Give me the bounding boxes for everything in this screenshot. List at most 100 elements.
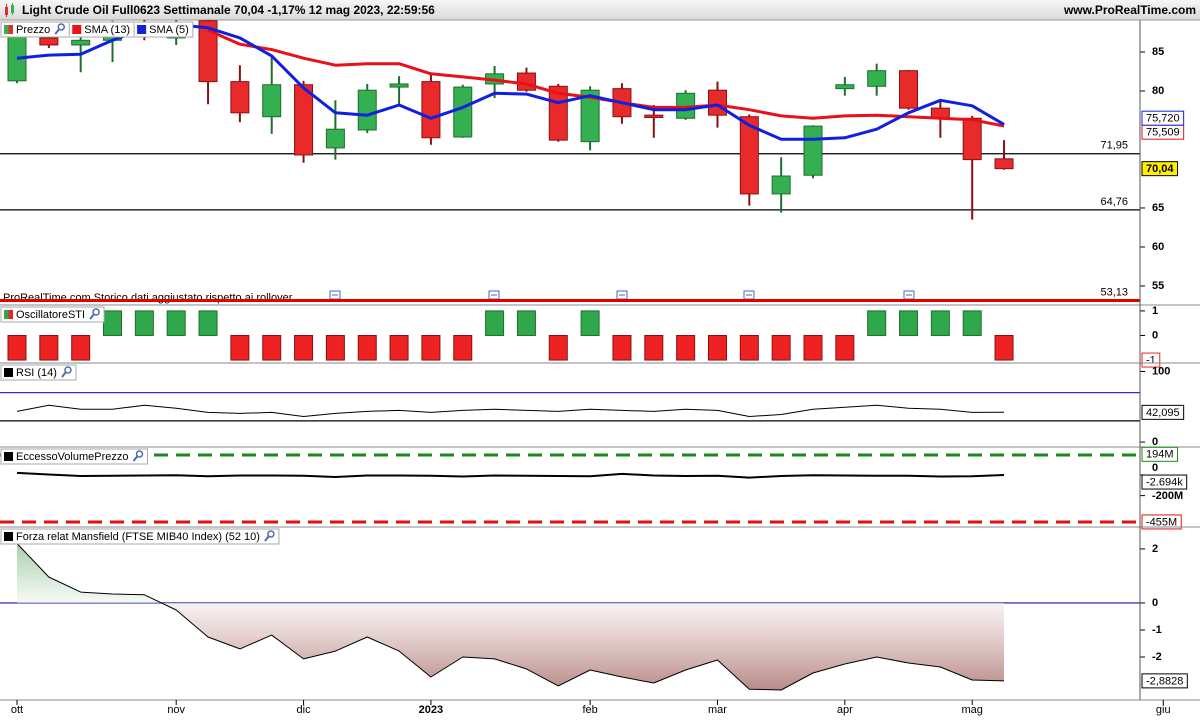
chart-title: Light Crude Oil Full0623 Settimanale 70,… — [22, 3, 435, 17]
plot-area — [0, 20, 1140, 303]
bar — [994, 334, 1014, 361]
bar — [930, 310, 950, 336]
bar — [771, 334, 791, 361]
bar — [707, 334, 727, 361]
bar — [294, 334, 314, 361]
bar — [644, 334, 664, 361]
value-tag — [1141, 446, 1179, 462]
candle-body — [294, 84, 314, 156]
bar — [485, 310, 505, 336]
value-tag-label: -1 — [1146, 354, 1156, 366]
x-tick-label: giu — [1156, 704, 1171, 716]
bar — [516, 310, 536, 336]
legend: EccessoVolumePrezzo — [0, 448, 148, 465]
legend-box — [0, 528, 280, 545]
legend-label: EccessoVolumePrezzo — [16, 451, 129, 463]
legend-icon — [137, 25, 147, 34]
source: www.ProRealTime.com — [1063, 3, 1196, 17]
bar — [835, 334, 855, 361]
bar — [739, 334, 759, 361]
bar — [453, 334, 473, 361]
legend-label: RSI (14) — [16, 367, 57, 379]
y-tick-label: 0 — [1152, 329, 1158, 341]
y-tick-label: 60 — [1152, 241, 1164, 253]
settings-icon — [132, 455, 139, 462]
candle-body — [230, 81, 250, 114]
legend-icon — [4, 368, 13, 377]
candle-body — [548, 85, 568, 141]
legend-icon — [4, 25, 9, 34]
x-tick-label: ott — [11, 704, 23, 716]
candle-body — [803, 125, 823, 176]
note: ProRealTime.com Storico dati aggiustato … — [3, 292, 293, 304]
value-tag-label: 70,04 — [1146, 163, 1174, 175]
candle-body — [771, 175, 791, 195]
candle-body — [516, 72, 536, 91]
legend-box — [0, 364, 77, 381]
y-tick-label: 100 — [1152, 365, 1170, 377]
x-tick-label: apr — [837, 704, 853, 716]
bar — [230, 334, 250, 361]
settings-icon — [89, 313, 95, 320]
x-tick-label: dic — [297, 704, 312, 716]
candle-body — [357, 89, 377, 131]
x-tick-label: mag — [961, 704, 982, 716]
settings-icon — [54, 28, 61, 35]
bar — [612, 334, 632, 361]
y-tick-label: 0 — [1152, 597, 1158, 609]
value-tag — [1141, 404, 1185, 420]
candle-body — [962, 117, 982, 161]
plot-area — [0, 543, 1140, 691]
candle-body — [39, 37, 59, 46]
value-tag-label: 194M — [1146, 449, 1174, 461]
legend-label: OscillatoreSTI — [16, 309, 85, 321]
candle-body — [739, 116, 759, 195]
legend-label: SMA (13) — [84, 24, 130, 36]
title-bar — [0, 0, 1200, 20]
y-tick-label: 85 — [1152, 46, 1164, 58]
candle-body — [899, 70, 919, 109]
bar — [103, 310, 123, 336]
value-tag — [1141, 673, 1188, 689]
bar — [262, 334, 282, 361]
legend-box — [0, 306, 105, 323]
x-tick-label: nov — [167, 704, 185, 716]
app-icon — [5, 3, 14, 17]
candle-body — [198, 20, 218, 83]
y-tick-label: -2 — [1152, 651, 1162, 663]
candle-body — [580, 89, 600, 143]
legend-label: Forza relat Mansfield (FTSE MIB40 Index)… — [16, 531, 260, 543]
y-tick-label: 80 — [1152, 85, 1164, 97]
candle-body — [389, 83, 409, 88]
bar — [357, 334, 377, 361]
y-tick-label: -1 — [1152, 624, 1162, 636]
bar — [7, 334, 27, 361]
legend-icon — [8, 25, 13, 34]
value-tag — [1141, 474, 1188, 490]
y-tick-label: 2 — [1152, 543, 1158, 555]
candle-body — [867, 70, 887, 87]
level-label: 64,76 — [1100, 196, 1128, 208]
value-tag-label: -2.694k — [1146, 476, 1183, 488]
y-tick-label: 55 — [1152, 280, 1164, 292]
settings-icon — [61, 371, 67, 378]
legend-icon — [4, 452, 13, 461]
bar — [325, 334, 345, 361]
level-label: 53,13 — [1100, 286, 1128, 298]
value-tag — [1141, 352, 1161, 368]
legend: OscillatoreSTI — [0, 306, 105, 323]
candle-body — [325, 128, 345, 149]
bar — [421, 334, 441, 361]
value-tag-label: 42,095 — [1146, 407, 1180, 419]
settings-icon — [135, 450, 144, 458]
candle-body — [644, 114, 664, 118]
candle-body — [835, 84, 855, 90]
settings-icon — [92, 308, 100, 316]
legend-icon — [4, 310, 9, 319]
series-line — [16, 404, 1005, 417]
bar — [39, 334, 59, 361]
legend: RSI (14) — [0, 364, 77, 381]
legend: Prezzo SMA (13) SMA (5) — [0, 21, 194, 38]
legend: Forza relat Mansfield (FTSE MIB40 Index)… — [0, 528, 280, 545]
value-tag — [1141, 161, 1179, 177]
